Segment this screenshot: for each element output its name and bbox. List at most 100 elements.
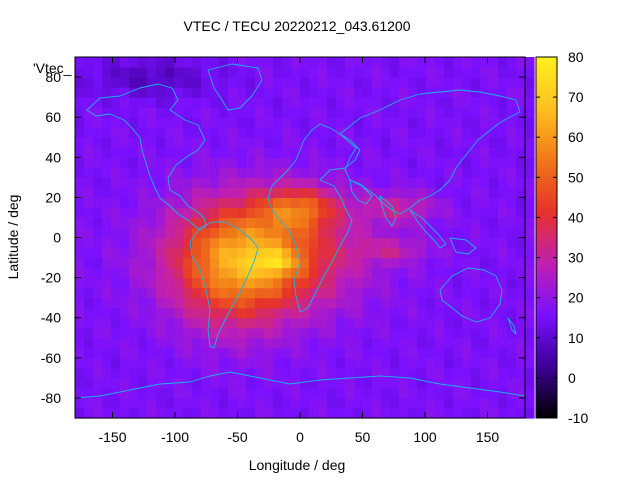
heatmap-cell bbox=[381, 247, 391, 259]
heatmap-cell bbox=[525, 87, 535, 98]
heatmap-cell bbox=[219, 217, 229, 229]
heatmap-cell bbox=[201, 237, 211, 249]
heatmap-cell bbox=[435, 117, 445, 128]
heatmap-cell bbox=[291, 247, 301, 259]
heatmap-cell bbox=[354, 247, 364, 259]
heatmap-cell bbox=[120, 387, 130, 399]
heatmap-cell bbox=[408, 167, 418, 178]
heatmap-cell bbox=[363, 127, 373, 138]
heatmap-cell bbox=[453, 87, 463, 98]
heatmap-cell bbox=[237, 337, 247, 349]
heatmap-cell bbox=[174, 97, 184, 108]
heatmap-cell bbox=[102, 207, 112, 219]
heatmap-cell bbox=[264, 197, 274, 209]
heatmap-cell bbox=[525, 67, 535, 78]
heatmap-cell bbox=[417, 237, 427, 249]
heatmap-cell bbox=[84, 377, 94, 389]
heatmap-cell bbox=[354, 107, 364, 118]
heatmap-cell bbox=[363, 247, 373, 259]
heatmap-cell bbox=[417, 177, 427, 188]
heatmap-cell bbox=[327, 267, 337, 279]
heatmap-cell bbox=[300, 257, 310, 269]
heatmap-cell bbox=[336, 407, 346, 419]
heatmap-cell bbox=[453, 377, 463, 389]
heatmap-cell bbox=[156, 117, 166, 128]
heatmap-cell bbox=[183, 197, 193, 209]
heatmap-cell bbox=[174, 357, 184, 369]
heatmap-cell bbox=[498, 267, 508, 279]
heatmap-cell bbox=[372, 87, 382, 98]
heatmap-cell bbox=[75, 207, 85, 219]
heatmap-cell bbox=[156, 397, 166, 409]
heatmap-cell bbox=[300, 287, 310, 299]
heatmap-cell bbox=[309, 397, 319, 409]
heatmap-cell bbox=[390, 57, 400, 68]
heatmap-cell bbox=[471, 257, 481, 269]
heatmap-cell bbox=[273, 297, 283, 309]
heatmap-cell bbox=[318, 377, 328, 389]
heatmap-cell bbox=[102, 137, 112, 148]
heatmap-cell bbox=[174, 67, 184, 78]
heatmap-cell bbox=[417, 67, 427, 78]
heatmap-cell bbox=[291, 257, 301, 269]
heatmap-cell bbox=[174, 187, 184, 198]
heatmap-cell bbox=[219, 107, 229, 118]
heatmap-cell bbox=[300, 187, 310, 198]
heatmap-cell bbox=[237, 167, 247, 178]
heatmap-cell bbox=[255, 217, 265, 229]
heatmap-cell bbox=[75, 387, 85, 399]
heatmap-cell bbox=[210, 157, 220, 168]
x-tick-label: -100 bbox=[161, 429, 189, 445]
heatmap-cell bbox=[372, 297, 382, 309]
heatmap-cell bbox=[381, 107, 391, 118]
heatmap-cell bbox=[165, 337, 175, 349]
heatmap-cell bbox=[444, 297, 454, 309]
heatmap-cell bbox=[345, 297, 355, 309]
heatmap-cell bbox=[471, 357, 481, 369]
coast-australia bbox=[439, 267, 503, 323]
heatmap-cell bbox=[525, 337, 535, 349]
heatmap-cell bbox=[264, 317, 274, 329]
y-tick-label: 80 bbox=[45, 69, 61, 85]
heatmap-cell bbox=[435, 147, 445, 158]
heatmap-cell bbox=[516, 397, 526, 409]
heatmap-cell bbox=[336, 127, 346, 138]
heatmap-cell bbox=[111, 237, 121, 249]
heatmap-cell bbox=[444, 247, 454, 259]
heatmap-cell bbox=[264, 277, 274, 289]
heatmap-cell bbox=[165, 347, 175, 359]
heatmap-cell bbox=[372, 237, 382, 249]
heatmap-cell bbox=[291, 117, 301, 128]
heatmap-cell bbox=[282, 397, 292, 409]
heatmap-cell bbox=[516, 57, 526, 68]
heatmap-cell bbox=[264, 117, 274, 128]
heatmap-cell bbox=[318, 387, 328, 399]
heatmap-cell bbox=[327, 327, 337, 339]
heatmap-cell bbox=[93, 137, 103, 148]
heatmap-cell bbox=[453, 397, 463, 409]
heatmap-cell bbox=[255, 227, 265, 239]
heatmap-cell bbox=[264, 177, 274, 188]
heatmap-cell bbox=[471, 217, 481, 229]
heatmap-cell bbox=[93, 147, 103, 158]
heatmap-cell bbox=[507, 287, 517, 299]
heatmap-cell bbox=[471, 187, 481, 198]
heatmap-cell bbox=[327, 187, 337, 198]
heatmap-cell bbox=[525, 137, 535, 148]
heatmap-cell bbox=[318, 287, 328, 299]
heatmap-cell bbox=[102, 267, 112, 279]
heatmap-cell bbox=[156, 97, 166, 108]
heatmap-cell bbox=[480, 357, 490, 369]
heatmap-cell bbox=[354, 217, 364, 229]
heatmap-cell bbox=[129, 277, 139, 289]
heatmap-cell bbox=[75, 137, 85, 148]
heatmap-cell bbox=[408, 327, 418, 339]
heatmap-cell bbox=[480, 407, 490, 419]
heatmap-cell bbox=[228, 137, 238, 148]
heatmap-cell bbox=[345, 387, 355, 399]
heatmap-cell bbox=[147, 297, 157, 309]
heatmap-cell bbox=[210, 117, 220, 128]
heatmap-cell bbox=[426, 137, 436, 148]
heatmap-cell bbox=[498, 287, 508, 299]
heatmap-cell bbox=[318, 217, 328, 229]
